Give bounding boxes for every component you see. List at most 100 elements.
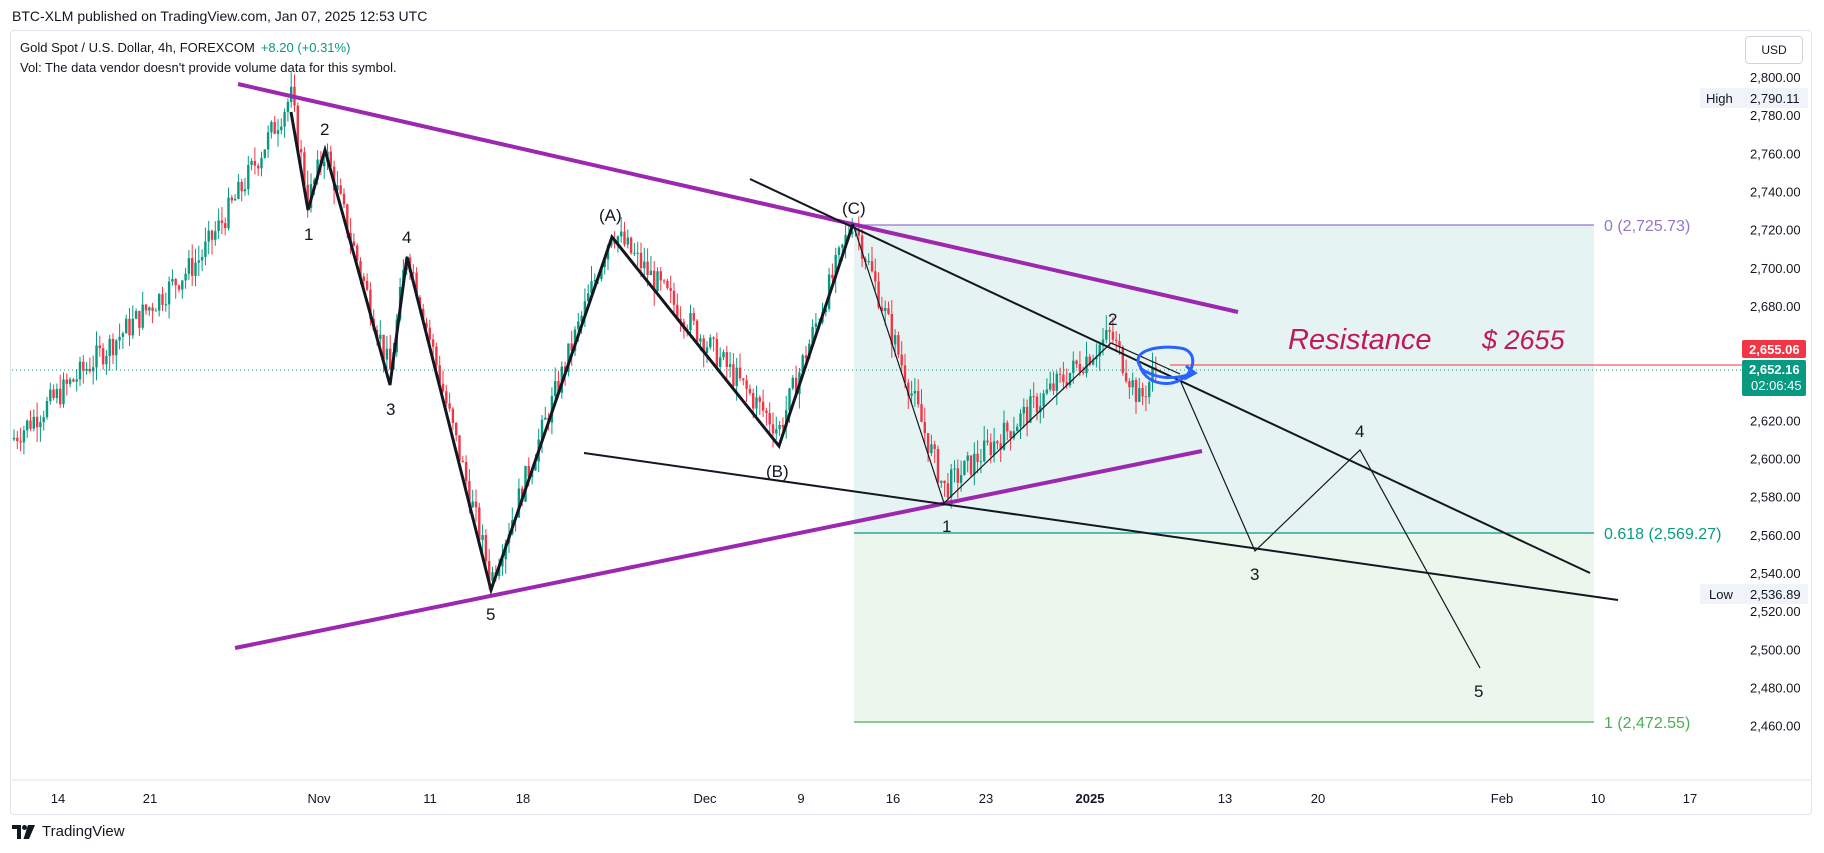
candle-down (230, 197, 233, 201)
high-label: High (1706, 91, 1733, 106)
candle-up (1012, 431, 1016, 438)
candle-up (134, 310, 138, 319)
candle-up (260, 157, 263, 169)
candle-down (629, 237, 633, 253)
price-tick-label: 2,540.00 (1750, 566, 1801, 581)
candle-up (1029, 396, 1032, 423)
candle-up (125, 318, 128, 334)
candle-up (600, 267, 603, 280)
candle-up (554, 381, 557, 397)
tradingview-logo[interactable]: TradingView (12, 823, 125, 840)
candle-up (910, 393, 913, 396)
candle-down (29, 420, 32, 429)
candle-up (217, 220, 220, 232)
candle-up (1085, 356, 1088, 374)
candle-down (111, 338, 115, 356)
candle-up (950, 469, 953, 498)
candle-up (167, 281, 171, 305)
candle-down (412, 272, 415, 274)
candle-up (385, 348, 389, 360)
candle-up (131, 318, 134, 336)
price-tick-label: 2,780.00 (1750, 108, 1801, 123)
candle-up (689, 313, 692, 330)
candle-up (979, 461, 983, 463)
candle-up (973, 453, 976, 475)
candle-down (1154, 367, 1157, 369)
price-tick-label: 2,580.00 (1750, 490, 1801, 505)
currency-button[interactable]: USD (1745, 36, 1803, 64)
impulse-wave-path (289, 111, 855, 596)
wave-label-proj-1: 1 (942, 517, 951, 536)
candle-up (1055, 373, 1058, 391)
candle-up (12, 437, 16, 440)
candle-down (1111, 331, 1115, 340)
candle-down (425, 322, 428, 328)
candle-up (323, 161, 326, 167)
candle-down (956, 468, 959, 483)
candle-down (191, 258, 194, 276)
candle-up (1002, 422, 1006, 450)
candle-down (692, 313, 695, 321)
candle-down (920, 404, 923, 422)
candle-down (831, 274, 834, 279)
candle-down (1141, 388, 1144, 397)
last-price-badge (1742, 360, 1806, 396)
candle-down (923, 421, 926, 434)
candle-up (105, 356, 108, 365)
candle-down (296, 105, 299, 149)
candle-down (1006, 422, 1009, 432)
candle-up (583, 301, 587, 316)
candle-up (1019, 413, 1022, 427)
time-axis[interactable]: 14 21 Nov 11 18 Dec 9 16 23 2025 13 20 Feb 10 17 (51, 791, 1697, 806)
candle-up (728, 364, 732, 368)
candle-down (669, 288, 672, 291)
candle-down (672, 290, 676, 305)
candle-up (785, 410, 788, 428)
candle-up (940, 480, 943, 483)
candle-up (1105, 330, 1108, 340)
lower-trendline (234, 449, 1203, 650)
candle-down (1082, 371, 1085, 374)
price-tick-label: 2,760.00 (1750, 146, 1801, 161)
candle-up (953, 468, 956, 470)
candle-down (415, 272, 418, 298)
wave-label-2: 2 (320, 120, 329, 139)
candle-up (316, 159, 319, 180)
candle-up (1091, 359, 1095, 365)
candle-down (570, 343, 573, 351)
candle-up (814, 323, 818, 327)
time-tick-label: 9 (797, 791, 804, 806)
candle-up (158, 294, 161, 311)
resistance-annotation: Resistance (1288, 324, 1431, 356)
symbol-title[interactable]: Gold Spot / U.S. Dollar, 4h, FOREXCOM (20, 40, 255, 55)
candle-down (431, 339, 435, 347)
candle-up (280, 126, 283, 131)
candle-up (590, 281, 593, 294)
candle-down (917, 390, 920, 405)
candle-up (227, 197, 230, 229)
candle-up (620, 231, 623, 237)
candle-down (98, 345, 101, 349)
price-tick-label: 2,720.00 (1750, 223, 1801, 238)
price-tick-label: 2,460.00 (1750, 719, 1801, 734)
price-axis[interactable]: 2,800.00 2,780.00 2,760.00 2,740.00 2,720.00… (1750, 70, 1801, 734)
candle-up (755, 397, 758, 409)
candle-down (933, 444, 936, 450)
candle-up (263, 149, 266, 158)
candle-down (273, 121, 276, 134)
candle-up (699, 338, 702, 342)
candle-down (464, 462, 468, 482)
candle-down (1144, 396, 1148, 398)
candle-down (253, 160, 257, 166)
candle-up (85, 368, 88, 371)
candle-up (118, 336, 121, 341)
candle-up (286, 101, 290, 112)
tradingview-brand: TradingView (42, 823, 125, 840)
resistance-price-annotation: $ 2655 (1481, 325, 1566, 355)
candle-down (659, 271, 662, 281)
resistance-price-value: 2,655.06 (1749, 342, 1800, 357)
candle-up (75, 379, 78, 382)
candle-down (59, 388, 62, 405)
candle-down (738, 367, 742, 379)
